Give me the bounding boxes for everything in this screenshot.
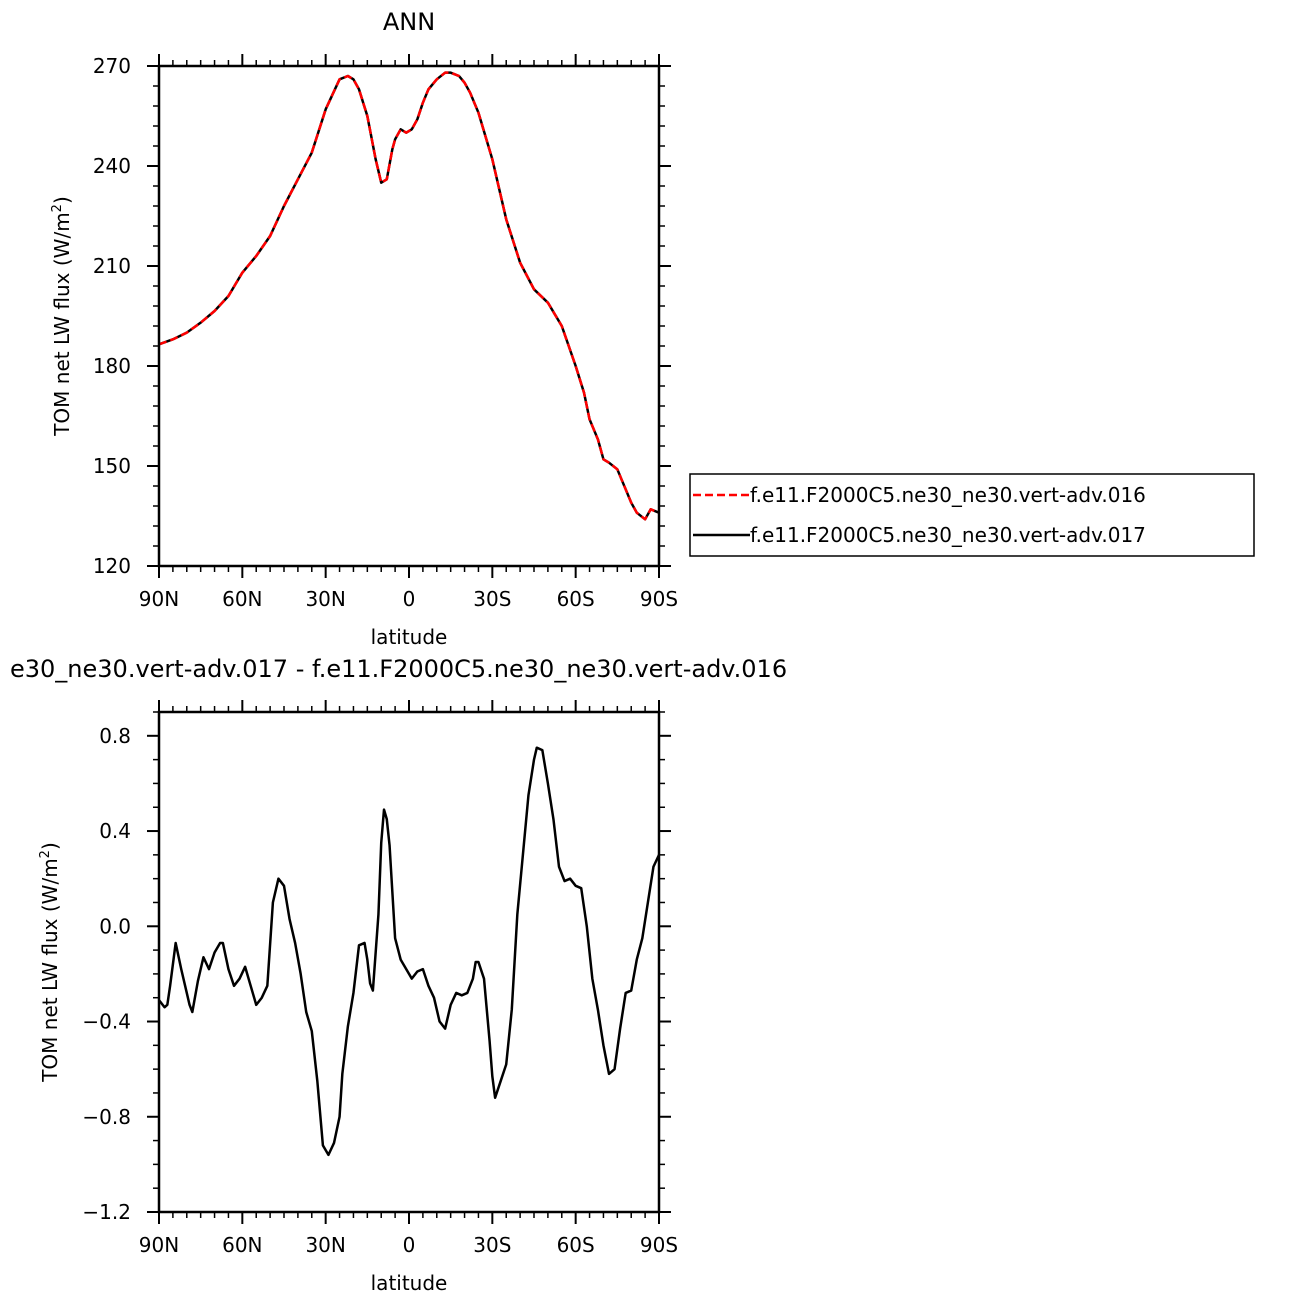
top-y-axis-label: TOM net LW flux (W/m2) bbox=[50, 196, 74, 437]
top-x-tick-label: 60N bbox=[222, 587, 262, 611]
bottom-y-tick-label: 0.8 bbox=[99, 724, 131, 748]
top-series-line-1 bbox=[158, 71, 660, 521]
top-x-tick-label: 30S bbox=[473, 587, 511, 611]
bottom-x-tick-label: 90N bbox=[139, 1233, 179, 1257]
top-y-tick-label: 180 bbox=[93, 354, 131, 378]
bottom-panel: e30_ne30.vert-adv.017 - f.e11.F2000C5.ne… bbox=[10, 655, 787, 1295]
bottom-y-tick-label: 0.0 bbox=[99, 914, 131, 938]
top-y-tick-label: 270 bbox=[93, 54, 131, 78]
top-x-tick-label: 30N bbox=[305, 587, 345, 611]
bottom-y-tick-label: −1.2 bbox=[82, 1200, 131, 1224]
bottom-series-line-0 bbox=[158, 746, 661, 1157]
bottom-series-group bbox=[158, 746, 661, 1157]
top-series-group bbox=[158, 71, 660, 521]
top-chart-title: ANN bbox=[383, 8, 435, 36]
top-y-tick-label: 240 bbox=[93, 154, 131, 178]
top-legend: f.e11.F2000C5.ne30_ne30.vert-adv.016 f.e… bbox=[689, 473, 1255, 557]
top-y-tick-label: 120 bbox=[93, 554, 131, 578]
top-y-tick-label: 150 bbox=[93, 454, 131, 478]
top-ticks bbox=[147, 54, 671, 578]
bottom-x-tick-label: 30N bbox=[305, 1233, 345, 1257]
top-x-tick-label: 90S bbox=[640, 587, 678, 611]
bottom-y-tick-label: 0.4 bbox=[99, 819, 131, 843]
legend-box bbox=[689, 473, 1255, 557]
bottom-x-tick-label: 0 bbox=[403, 1233, 416, 1257]
top-x-tick-label: 90N bbox=[139, 587, 179, 611]
top-x-tick-labels: 90N 60N 30N 0 30S 60S 90S bbox=[139, 587, 678, 611]
bottom-y-axis-label: TOM net LW flux (W/m2) bbox=[38, 842, 62, 1083]
bottom-x-axis-label: latitude bbox=[371, 1271, 448, 1295]
top-y-tick-label: 210 bbox=[93, 254, 131, 278]
bottom-y-tick-label: −0.8 bbox=[82, 1105, 131, 1129]
top-y-tick-labels: 120 150 180 210 240 270 bbox=[93, 54, 131, 578]
bottom-x-tick-label: 60S bbox=[557, 1233, 595, 1257]
bottom-y-tick-labels: −1.2 −0.8 −0.4 0.0 0.4 0.8 bbox=[82, 724, 131, 1224]
legend-label-017: f.e11.F2000C5.ne30_ne30.vert-adv.017 bbox=[750, 523, 1146, 547]
bottom-plot-frame bbox=[157, 710, 661, 1214]
bottom-x-tick-labels: 90N 60N 30N 0 30S 60S 90S bbox=[139, 1233, 678, 1257]
top-panel: ANN 90N 60N 30N 0 30S 60S 90S 120 150 180 210 240 2… bbox=[50, 8, 1255, 649]
top-x-tick-label: 0 bbox=[403, 587, 416, 611]
bottom-chart-title: e30_ne30.vert-adv.017 - f.e11.F2000C5.ne… bbox=[10, 655, 787, 683]
bottom-x-tick-label: 60N bbox=[222, 1233, 262, 1257]
bottom-x-tick-label: 90S bbox=[640, 1233, 678, 1257]
top-series-line-0 bbox=[158, 71, 660, 521]
bottom-ticks bbox=[147, 700, 671, 1224]
legend-label-016: f.e11.F2000C5.ne30_ne30.vert-adv.016 bbox=[750, 483, 1146, 507]
top-x-tick-label: 60S bbox=[557, 587, 595, 611]
top-plot-frame bbox=[157, 64, 661, 568]
bottom-y-tick-label: −0.4 bbox=[82, 1010, 131, 1034]
bottom-x-tick-label: 30S bbox=[473, 1233, 511, 1257]
top-x-axis-label: latitude bbox=[371, 625, 448, 649]
